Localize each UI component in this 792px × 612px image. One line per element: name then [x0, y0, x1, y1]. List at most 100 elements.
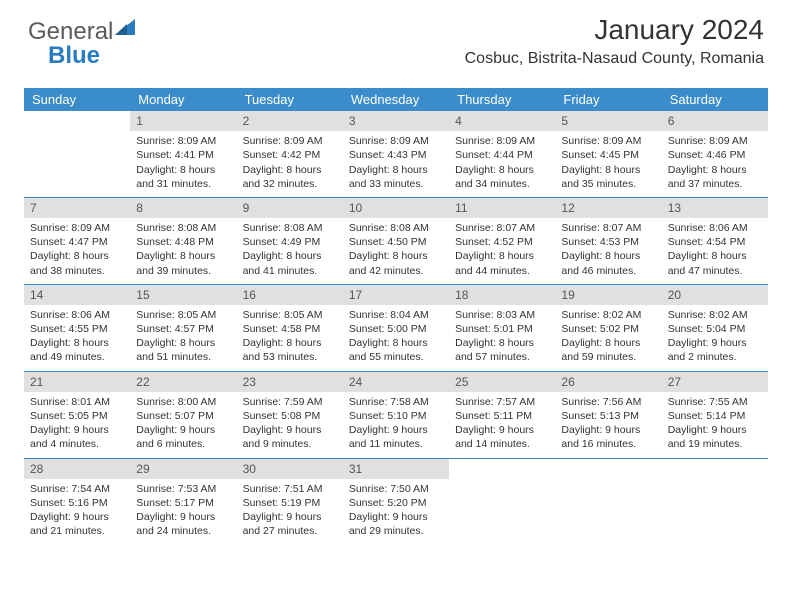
day-cell: 19 Sunrise: 8:02 AMSunset: 5:02 PMDayligh…	[555, 285, 661, 371]
sunset-text: Sunset: 4:41 PM	[136, 148, 230, 162]
day-number: 8	[130, 198, 236, 218]
day-number: 11	[449, 198, 555, 218]
sunrise-text: Sunrise: 7:57 AM	[455, 395, 549, 409]
week-row: 21Sunrise: 8:01 AMSunset: 5:05 PMDayligh…	[24, 371, 768, 458]
day-number: 1	[130, 111, 236, 131]
sunset-text: Sunset: 5:02 PM	[561, 322, 655, 336]
daylight-text: Daylight: 9 hours and 9 minutes.	[243, 423, 337, 451]
daylight-text: Daylight: 9 hours and 24 minutes.	[136, 510, 230, 538]
weekday-header: Thursday	[449, 88, 555, 111]
week-row: 28 Sunrise: 7:54 AMSunset: 5:16 PM Dayligh…	[24, 458, 768, 545]
sunset-text: Sunset: 4:45 PM	[561, 148, 655, 162]
day-cell: 17Sunrise: 8:04 AMSunset: 5:00 PMDayligh…	[343, 285, 449, 371]
week-row: 7Sunrise: 8:09 AMSunset: 4:47 PMDaylight…	[24, 197, 768, 284]
daylight-text: Daylight: 8 hours and 53 minutes.	[243, 336, 337, 364]
daylight-text: Daylight: 8 hours and 55 minutes.	[349, 336, 443, 364]
sunrise-text: Sunrise: 8:09 AM	[243, 134, 337, 148]
daylight-text: Daylight: 9 hours and 14 minutes.	[455, 423, 549, 451]
day-number: 7	[24, 198, 130, 218]
day-cell: 28Sunrise: 7:54 AMSunset: 5:16 PMDayligh…	[24, 459, 130, 545]
day-cell: 27 Sunrise: 7:55 AMSunset: 5:14 PMDayligh…	[662, 372, 768, 458]
day-cell: 25 Sunrise: 7:57 AMSunset: 5:11 PMDayligh…	[449, 372, 555, 458]
day-cell: 23Sunrise: 7:59 AMSunset: 5:08 PMDayligh…	[237, 372, 343, 458]
daylight-text: Daylight: 8 hours and 39 minutes.	[136, 249, 230, 277]
daylight-text: Daylight: 8 hours and 35 minutes.	[561, 163, 655, 191]
day-number: 15	[130, 285, 236, 305]
day-cell	[662, 459, 768, 545]
week-row: 1 Sunrise: 8:09 AM Sunset: 4:41 PM Daylight…	[24, 111, 768, 197]
weekday-header: Friday	[555, 88, 661, 111]
weekday-header: Wednesday	[343, 88, 449, 111]
sunrise-text: Sunrise: 8:01 AM	[30, 395, 124, 409]
sunset-text: Sunset: 5:16 PM	[30, 496, 124, 510]
day-number: 13	[662, 198, 768, 218]
daylight-text: Daylight: 8 hours and 59 minutes.	[561, 336, 655, 364]
daylight-text: Daylight: 8 hours and 38 minutes.	[30, 249, 124, 277]
day-cell: 3Sunrise: 8:09 AMSunset: 4:43 PMDaylight…	[343, 111, 449, 197]
day-number: 20	[662, 285, 768, 305]
day-cell	[24, 111, 130, 197]
daylight-text: Daylight: 9 hours and 27 minutes.	[243, 510, 337, 538]
day-cell: 10Sunrise: 8:08 AMSunset: 4:50 PMDayligh…	[343, 198, 449, 284]
daylight-text: Daylight: 9 hours and 6 minutes.	[136, 423, 230, 451]
sunset-text: Sunset: 4:49 PM	[243, 235, 337, 249]
day-cell: 13Sunrise: 8:06 AMSunset: 4:54 PMDayligh…	[662, 198, 768, 284]
sunrise-text: Sunrise: 8:07 AM	[561, 221, 655, 235]
sunrise-text: Sunrise: 7:50 AM	[349, 482, 443, 496]
sunset-text: Sunset: 4:50 PM	[349, 235, 443, 249]
daylight-text: Daylight: 8 hours and 47 minutes.	[668, 249, 762, 277]
day-cell: 8Sunrise: 8:08 AMSunset: 4:48 PMDaylight…	[130, 198, 236, 284]
sunset-text: Sunset: 5:19 PM	[243, 496, 337, 510]
day-cell: 9Sunrise: 8:08 AMSunset: 4:49 PMDaylight…	[237, 198, 343, 284]
day-number: 22	[130, 372, 236, 392]
sunrise-text: Sunrise: 8:06 AM	[30, 308, 124, 322]
daylight-text: Daylight: 9 hours and 29 minutes.	[349, 510, 443, 538]
day-number: 4	[449, 111, 555, 131]
month-title: January 2024	[465, 14, 764, 46]
sunset-text: Sunset: 5:11 PM	[455, 409, 549, 423]
sunset-text: Sunset: 5:07 PM	[136, 409, 230, 423]
sunrise-text: Sunrise: 7:59 AM	[243, 395, 337, 409]
day-cell: 4Sunrise: 8:09 AMSunset: 4:44 PMDaylight…	[449, 111, 555, 197]
day-number: 19	[555, 285, 661, 305]
day-number: 25	[449, 372, 555, 392]
day-cell: 31Sunrise: 7:50 AMSunset: 5:20 PMDayligh…	[343, 459, 449, 545]
sunrise-text: Sunrise: 7:58 AM	[349, 395, 443, 409]
day-cell: 29Sunrise: 7:53 AMSunset: 5:17 PMDayligh…	[130, 459, 236, 545]
daylight-text: Daylight: 8 hours and 57 minutes.	[455, 336, 549, 364]
sunset-text: Sunset: 4:58 PM	[243, 322, 337, 336]
sunrise-text: Sunrise: 8:05 AM	[136, 308, 230, 322]
weekday-header: Saturday	[662, 88, 768, 111]
sunset-text: Sunset: 4:44 PM	[455, 148, 549, 162]
daylight-text: Daylight: 8 hours and 42 minutes.	[349, 249, 443, 277]
sunrise-text: Sunrise: 8:03 AM	[455, 308, 549, 322]
sunrise-text: Sunrise: 8:00 AM	[136, 395, 230, 409]
sunrise-text: Sunrise: 7:54 AM	[30, 482, 124, 496]
day-number: 28	[24, 459, 130, 479]
sunrise-text: Sunrise: 7:51 AM	[243, 482, 337, 496]
day-cell: 21Sunrise: 8:01 AMSunset: 5:05 PMDayligh…	[24, 372, 130, 458]
sunrise-text: Sunrise: 8:08 AM	[243, 221, 337, 235]
sunrise-text: Sunrise: 8:09 AM	[455, 134, 549, 148]
day-number: 10	[343, 198, 449, 218]
day-number: 17	[343, 285, 449, 305]
daylight-text: Daylight: 8 hours and 44 minutes.	[455, 249, 549, 277]
day-cell: 5Sunrise: 8:09 AMSunset: 4:45 PMDaylight…	[555, 111, 661, 197]
daylight-text: Daylight: 9 hours and 2 minutes.	[668, 336, 762, 364]
sunset-text: Sunset: 4:42 PM	[243, 148, 337, 162]
sunset-text: Sunset: 5:13 PM	[561, 409, 655, 423]
sunrise-text: Sunrise: 7:55 AM	[668, 395, 762, 409]
daylight-text: Daylight: 9 hours and 19 minutes.	[668, 423, 762, 451]
daylight-text: Daylight: 8 hours and 46 minutes.	[561, 249, 655, 277]
daylight-text: Daylight: 8 hours and 37 minutes.	[668, 163, 762, 191]
sunrise-text: Sunrise: 8:04 AM	[349, 308, 443, 322]
day-cell: 7Sunrise: 8:09 AMSunset: 4:47 PMDaylight…	[24, 198, 130, 284]
sunset-text: Sunset: 5:14 PM	[668, 409, 762, 423]
day-number: 12	[555, 198, 661, 218]
sunset-text: Sunset: 4:55 PM	[30, 322, 124, 336]
sunrise-text: Sunrise: 8:02 AM	[561, 308, 655, 322]
day-number: 27	[662, 372, 768, 392]
sunrise-text: Sunrise: 8:08 AM	[136, 221, 230, 235]
day-number: 29	[130, 459, 236, 479]
sunrise-text: Sunrise: 8:06 AM	[668, 221, 762, 235]
